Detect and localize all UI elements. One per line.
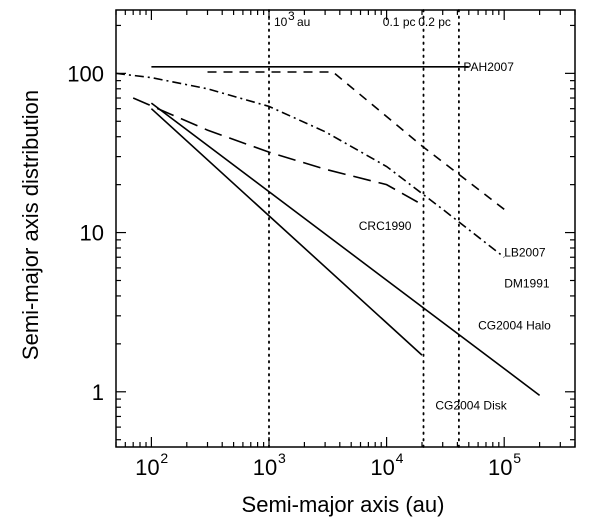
- series-layer: [115, 65, 541, 396]
- y-tick-label: 10: [80, 221, 104, 246]
- series-cg2004-halo: [150, 102, 541, 396]
- reference-line-label: 10 3 au: [274, 9, 310, 29]
- reference-line-label: 0.1 pc: [383, 15, 416, 29]
- series-cg2004-disk: [150, 108, 423, 356]
- label-dm1991: DM1991: [504, 276, 550, 290]
- reference-label-unit: au: [297, 15, 310, 29]
- series-crc1990: [132, 97, 423, 206]
- x-tick-label-exponent: 3: [278, 450, 286, 466]
- x-tick-label-exponent: 4: [396, 450, 404, 466]
- y-tick-label: 100: [67, 61, 104, 86]
- series-lb2007: [207, 71, 505, 210]
- series-dm1991: [115, 72, 505, 258]
- x-tick-label-base: 10: [370, 455, 394, 480]
- reference-lines: 10 3 au 0.1 pc 0.2 pc: [268, 9, 460, 448]
- plot-frame: [115, 9, 576, 448]
- label-crc1990: CRC1990: [359, 219, 412, 233]
- x-axis-label: Semi-major axis (au): [242, 492, 445, 517]
- x-tick-label: 10 5: [488, 450, 521, 480]
- x-tick-label-exponent: 2: [160, 450, 168, 466]
- x-tick-label-exponent: 5: [513, 450, 521, 466]
- label-pah2007: PAH2007: [463, 60, 514, 74]
- y-tick-label: 1: [92, 380, 104, 405]
- x-tick-label: 10 2: [135, 450, 168, 480]
- reference-label-exponent: 3: [288, 9, 295, 23]
- annotations: PAH2007 LB2007 DM1991 CRC1990 CG2004 Halo CG2…: [359, 60, 551, 413]
- reference-label-base: 10: [274, 15, 288, 29]
- label-cg2004-halo: CG2004 Halo: [478, 319, 551, 333]
- reference-line-label: 0.2 pc: [418, 15, 451, 29]
- label-cg2004-disk: CG2004 Disk: [435, 399, 507, 413]
- x-tick-label: 10 3: [253, 450, 286, 480]
- y-axis-label: Semi-major axis distribution: [18, 90, 43, 360]
- x-tick-label-base: 10: [488, 455, 512, 480]
- x-tick-label-base: 10: [135, 455, 159, 480]
- label-lb2007: LB2007: [504, 245, 546, 259]
- x-tick-label: 10 4: [370, 450, 403, 480]
- x-tick-label-base: 10: [253, 455, 277, 480]
